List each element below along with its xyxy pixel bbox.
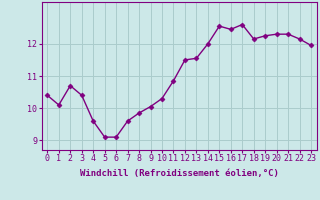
X-axis label: Windchill (Refroidissement éolien,°C): Windchill (Refroidissement éolien,°C) [80,169,279,178]
